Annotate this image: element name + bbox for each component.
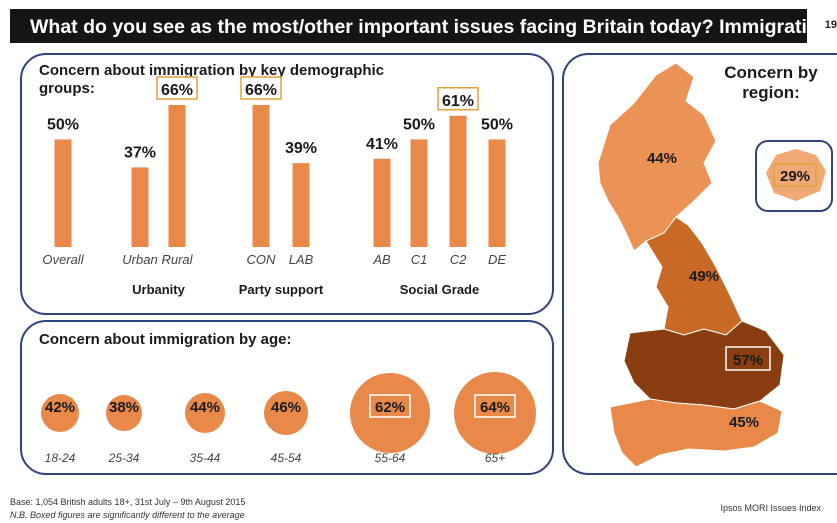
footnote-note: N.B. Boxed figures are significantly dif… xyxy=(10,510,245,520)
region-value-label: 49% xyxy=(689,268,719,285)
group-label: Social Grade xyxy=(400,282,479,297)
age-value-label: 44% xyxy=(190,399,220,416)
demographic-panel: Concern about immigration by key demogra… xyxy=(20,53,554,315)
highlight-box xyxy=(474,394,516,418)
age-bubble-45-54 xyxy=(264,391,308,435)
region-panel-title: Concern by region: xyxy=(724,63,818,102)
age-value-label: 42% xyxy=(45,399,75,416)
category-label: DE xyxy=(488,252,506,267)
bar-value-label: 39% xyxy=(285,140,317,157)
category-label: LAB xyxy=(289,252,314,267)
region-london xyxy=(766,149,826,201)
category-label: AB xyxy=(372,252,391,267)
region-value-label: 44% xyxy=(647,150,677,167)
bar-value-label: 50% xyxy=(481,116,513,133)
region-value-label: 29% xyxy=(780,168,810,185)
bar-value-label: 41% xyxy=(366,136,398,153)
bar-value-label: 66% xyxy=(245,82,277,99)
region-value-label: 57% xyxy=(733,352,763,369)
bar-lab xyxy=(292,163,310,247)
age-category-label: 55-64 xyxy=(375,451,406,465)
bar-c2 xyxy=(449,115,467,248)
source-label: Ipsos MORI Issues Index xyxy=(720,503,821,513)
age-category-label: 45-54 xyxy=(271,451,302,465)
page-title: What do you see as the most/other import… xyxy=(30,16,831,38)
age-category-label: 18-24 xyxy=(45,451,76,465)
age-category-label: 35-44 xyxy=(190,451,221,465)
demographic-bar-chart: 50% Overall 37% Urban 66% Rural 66% CON 39% LAB 41… xyxy=(42,76,513,297)
highlight-box xyxy=(773,163,817,187)
region-scotland xyxy=(597,62,717,252)
group-label: Party support xyxy=(239,282,324,297)
bar-c1 xyxy=(410,139,428,247)
region-map: 44% 49% 57% 45% 29% xyxy=(597,62,833,468)
category-label: C1 xyxy=(411,252,428,267)
age-value-label: 62% xyxy=(375,399,405,416)
age-category-label: 25-34 xyxy=(108,451,140,465)
region-midlands xyxy=(623,320,785,410)
category-label: Overall xyxy=(42,252,84,267)
demographic-panel-title: Concern about immigration by key demogra… xyxy=(39,62,385,97)
category-label: Rural xyxy=(161,252,193,267)
bar-value-label: 37% xyxy=(124,144,156,161)
age-value-label: 64% xyxy=(480,399,510,416)
age-value-label: 46% xyxy=(271,399,301,416)
category-label: CON xyxy=(247,252,277,267)
age-bubble-55-64 xyxy=(350,373,430,453)
bar-de xyxy=(488,139,506,247)
age-category-label: 65+ xyxy=(485,451,505,465)
highlight-box xyxy=(369,394,411,418)
age-panel: Concern about immigration by age: 42% 18-… xyxy=(20,320,554,475)
bar-ab xyxy=(373,158,391,247)
age-bubble-35-44 xyxy=(185,393,225,433)
group-label: Urbanity xyxy=(132,282,186,297)
bar-rural xyxy=(168,105,186,247)
highlight-box xyxy=(156,76,198,100)
bar-value-label: 50% xyxy=(47,116,79,133)
age-bubble-25-34 xyxy=(106,395,142,431)
bar-urban xyxy=(131,167,149,247)
age-bubble-65+ xyxy=(454,372,536,454)
highlight-box xyxy=(437,87,479,111)
bar-value-label: 50% xyxy=(403,116,435,133)
bar-con xyxy=(252,105,270,247)
page-number: 19 xyxy=(824,19,837,31)
footnote-base: Base: 1,054 British adults 18+, 31st Jul… xyxy=(10,497,246,507)
region-south xyxy=(609,398,783,468)
title-bar: What do you see as the most/other import… xyxy=(10,9,831,43)
category-label: C2 xyxy=(450,252,467,267)
highlight-box xyxy=(725,346,771,371)
region-panel: 44% 49% 57% 45% 29% Concern by region: xyxy=(562,53,837,475)
category-label: Urban xyxy=(122,252,157,267)
bar-value-label: 66% xyxy=(161,82,193,99)
age-panel-title: Concern about immigration by age: xyxy=(39,331,292,348)
highlight-box xyxy=(240,76,282,100)
age-value-label: 38% xyxy=(109,399,139,416)
bar-overall xyxy=(54,139,72,247)
age-bubble-18-24 xyxy=(41,394,79,432)
region-value-label: 45% xyxy=(729,414,759,431)
age-bubble-chart: 42% 18-24 38% 25-34 44% 35-44 46% 45-54 62% 55-64… xyxy=(41,372,536,465)
bar-value-label: 61% xyxy=(442,93,474,110)
